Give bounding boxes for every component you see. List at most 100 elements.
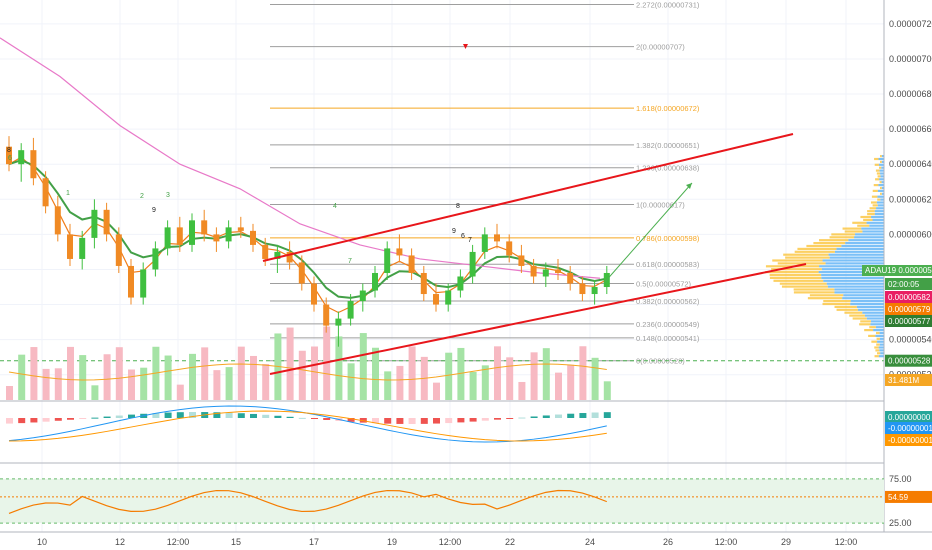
candle-body[interactable] <box>30 150 37 179</box>
profile-bar-blue <box>875 326 884 329</box>
profile-bar-yellow <box>876 172 881 175</box>
profile-bar-yellow <box>880 192 882 195</box>
time-tick-label: 24 <box>585 537 595 547</box>
time-axis[interactable]: 10 12 12:00 15 17 19 12:00 22 24 26 12:00 29 12:00 <box>37 537 857 547</box>
candle-body[interactable] <box>311 283 317 305</box>
time-tick-label: 12:00 <box>835 537 858 547</box>
candle-body[interactable] <box>591 287 598 295</box>
candle-body[interactable] <box>469 251 476 277</box>
candle-body[interactable] <box>42 178 49 207</box>
price-tick-label: 0.00000640 <box>889 159 932 169</box>
candle-body[interactable] <box>176 227 183 245</box>
profile-bar-blue <box>828 253 884 256</box>
td-count-label: 8 <box>7 147 11 154</box>
volume-bar <box>67 346 74 400</box>
candle-body[interactable] <box>79 237 86 259</box>
time-tick-label: 12:00 <box>715 537 738 547</box>
candle-body[interactable] <box>506 241 513 256</box>
profile-bar-yellow <box>793 288 835 291</box>
volume-bar <box>91 385 99 400</box>
volume-bar <box>469 372 477 400</box>
macd-pane[interactable] <box>6 405 611 443</box>
candle-body[interactable] <box>250 230 256 245</box>
profile-bar-yellow <box>849 314 865 317</box>
candle-body[interactable] <box>225 227 232 242</box>
macd-histogram-bar <box>54 418 62 421</box>
candle-body[interactable] <box>18 150 25 165</box>
volume-bar <box>311 346 318 400</box>
candle-body[interactable] <box>6 146 12 165</box>
profile-bar-yellow <box>831 233 856 236</box>
fib-levels[interactable]: 2.272(0.00000731) 2(0.00000707) 1.618(0.00… <box>0 1 884 366</box>
candle-body[interactable] <box>335 318 342 326</box>
macd-histogram-bar <box>469 418 477 422</box>
candle-body[interactable] <box>457 276 464 291</box>
macd-histogram-bar <box>579 413 587 418</box>
candle-body[interactable] <box>262 244 269 259</box>
candle-body[interactable] <box>579 283 586 295</box>
macd-histogram-bar <box>408 418 416 424</box>
price-tag-orange-bg <box>885 303 932 315</box>
macd-histogram-bar <box>286 416 294 418</box>
profile-bar-yellow <box>876 343 880 346</box>
volume-bar <box>481 365 489 400</box>
volume-bar <box>103 354 111 400</box>
volume-bar <box>140 367 148 400</box>
candle-body[interactable] <box>323 304 330 326</box>
candle-body[interactable] <box>555 269 561 273</box>
profile-bar-blue <box>881 186 884 190</box>
profile-bar-blue <box>878 355 884 358</box>
candle-body[interactable] <box>347 301 354 319</box>
channel-lower-line[interactable] <box>269 263 807 375</box>
candle-body[interactable] <box>542 269 549 277</box>
candle-body[interactable] <box>445 290 452 305</box>
candle-body[interactable] <box>433 294 439 305</box>
candle-body[interactable] <box>359 290 366 302</box>
candle-body[interactable] <box>164 227 171 249</box>
candle-body[interactable] <box>140 269 147 298</box>
candle-body[interactable] <box>420 272 427 295</box>
candle-body[interactable] <box>408 255 415 273</box>
price-tag-orange: 0.00000579 <box>888 305 931 314</box>
candle-body[interactable] <box>54 206 61 235</box>
candle-body[interactable] <box>115 234 122 266</box>
profile-bar-yellow <box>874 163 879 166</box>
profile-bar-yellow <box>872 189 878 192</box>
candle-body[interactable] <box>189 220 195 245</box>
candle-body[interactable] <box>274 251 281 259</box>
volume-bar <box>42 368 50 400</box>
candle-body[interactable] <box>237 227 244 231</box>
candle-body[interactable] <box>372 272 378 291</box>
profile-bar-yellow <box>877 175 881 178</box>
volume-bar <box>176 384 184 400</box>
candle-body[interactable] <box>494 234 500 242</box>
profile-bar-blue <box>877 340 884 343</box>
price-axis[interactable]: 0.000007400.000007200.000007000.00000680… <box>862 0 932 528</box>
candle-body[interactable] <box>567 272 574 284</box>
profile-bar-yellow <box>822 302 851 306</box>
rsi-pane[interactable] <box>0 478 884 524</box>
candle-body[interactable] <box>286 251 293 263</box>
projection-line[interactable] <box>603 182 693 284</box>
candle-body[interactable] <box>201 220 208 235</box>
candle-body[interactable] <box>530 265 537 277</box>
volume-tag-bg <box>885 374 932 386</box>
candle-body[interactable] <box>298 262 305 284</box>
candle-body[interactable] <box>396 248 403 256</box>
candles[interactable] <box>6 136 610 347</box>
macd-histogram-bar <box>347 418 355 422</box>
drawings[interactable] <box>262 133 807 375</box>
candle-body[interactable] <box>481 234 488 252</box>
profile-bar-yellow <box>873 184 879 187</box>
candle-body[interactable] <box>128 265 134 298</box>
candle-body[interactable] <box>91 209 98 238</box>
candle-body[interactable] <box>103 209 110 235</box>
candle-body[interactable] <box>152 248 159 270</box>
candle-body[interactable] <box>213 234 220 242</box>
macd-histogram-bar <box>79 418 87 419</box>
candle-body[interactable] <box>518 255 525 266</box>
channel-upper-line[interactable] <box>262 133 794 262</box>
candle-body[interactable] <box>384 248 391 273</box>
candle-body[interactable] <box>67 234 73 259</box>
